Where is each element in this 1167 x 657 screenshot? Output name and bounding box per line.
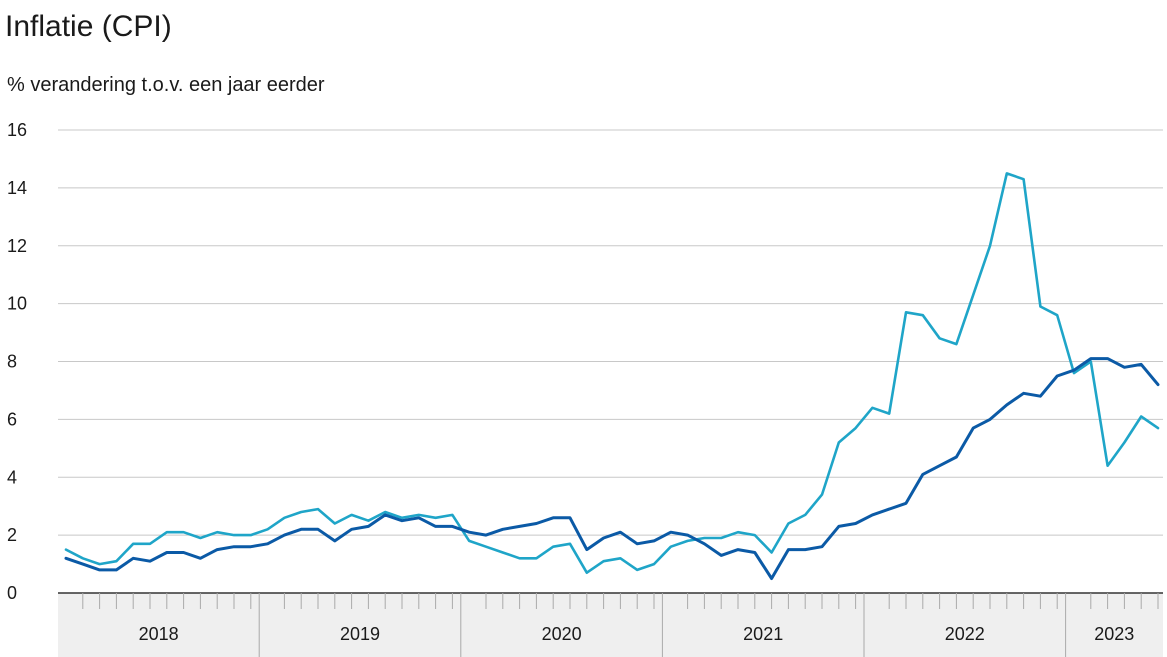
series-line-light [64,172,1160,575]
y-axis-ticks: 0 2 4 6 8 10 12 14 16 [7,120,27,603]
x-year-label-2020: 2020 [542,624,582,644]
x-year-label-2022: 2022 [945,624,985,644]
x-year-label-2023: 2023 [1094,624,1134,644]
x-year-label-2021: 2021 [743,624,783,644]
y-tick-label-0: 0 [7,583,17,603]
grid-layer [58,129,1163,536]
y-tick-label-14: 14 [7,178,27,198]
y-tick-label-6: 6 [7,409,17,429]
chart-subtitle: % verandering t.o.v. een jaar eerder [7,74,325,96]
series-line-dark [64,357,1160,580]
chart-title: Inflatie (CPI) [5,10,172,43]
y-tick-label-12: 12 [7,236,27,256]
x-axis-band: 2018 2019 2020 2021 2022 2023 [58,592,1163,657]
y-tick-label-16: 16 [7,120,27,140]
y-tick-label-8: 8 [7,352,17,372]
series-layer [64,172,1160,580]
y-tick-label-2: 2 [7,525,17,545]
x-year-label-2018: 2018 [139,624,179,644]
x-year-label-2019: 2019 [340,624,380,644]
x-axis-band-bg [58,593,1163,657]
y-tick-label-4: 4 [7,467,17,487]
y-tick-label-10: 10 [7,294,27,314]
